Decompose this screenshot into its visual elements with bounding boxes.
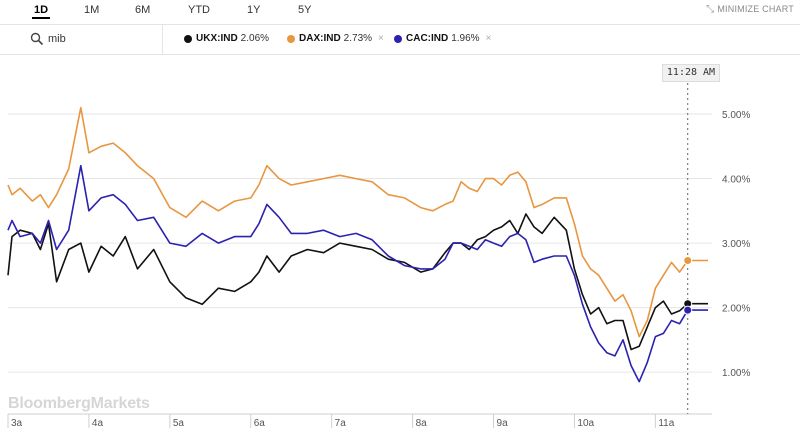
x-tick-label: 6a [254, 418, 266, 429]
brand-watermark: BloombergMarkets [8, 395, 150, 412]
series-line-cac-ind [7, 164, 708, 383]
x-tick-label: 3a [11, 418, 23, 429]
crosshair-time-label: 11:28 AM [662, 64, 720, 82]
range-tab-1d[interactable]: 1D [32, 3, 51, 19]
range-tab-5y[interactable]: 5Y [298, 4, 312, 16]
x-tick-label: 4a [92, 418, 104, 429]
x-tick-label: 8a [416, 418, 428, 429]
series-line-dax-ind [7, 106, 708, 338]
minimize-icon: ⤡ [706, 4, 715, 15]
line-chart[interactable]: 1.00% 2.00% 3.00% 4.00% 5.00% 3a 4a 5a 6a 7a 8a 9a 1… [0, 56, 800, 430]
legend-dot [184, 34, 192, 43]
search-input[interactable] [48, 31, 156, 47]
y-tick-label: 4.00% [722, 175, 750, 186]
legend-item-dax: DAX:IND 2.73% × [287, 33, 384, 44]
remove-cac-icon[interactable]: × [485, 33, 492, 44]
legend-symbol: DAX:IND [299, 33, 341, 44]
legend-dot [394, 34, 402, 43]
y-tick-label: 3.00% [722, 239, 750, 250]
legend-change: 2.06% [240, 33, 270, 44]
x-tick-label: 11a [658, 418, 674, 429]
search-icon [30, 32, 44, 46]
compare-bar: UKX:IND 2.06% DAX:IND 2.73% × CAC:IND 1.… [0, 24, 800, 55]
legend-change: 2.73% [343, 33, 373, 44]
y-tick-label: 1.00% [722, 368, 750, 379]
series-end-marker [683, 255, 693, 265]
legend-symbol: UKX:IND [196, 33, 238, 44]
series-end-marker [683, 305, 693, 315]
range-tab-1y[interactable]: 1Y [247, 4, 261, 16]
series-line-ukx-ind [7, 213, 708, 351]
x-tick-label: 5a [173, 418, 185, 429]
legend-symbol: CAC:IND [406, 33, 449, 44]
minimize-chart-label: MINIMIZE CHART [717, 4, 794, 14]
x-tick-label: 9a [497, 418, 509, 429]
range-tab-1m[interactable]: 1M [84, 4, 100, 16]
x-tick-label: 10a [577, 418, 594, 429]
search-box[interactable] [22, 25, 163, 54]
range-tab-ytd[interactable]: YTD [188, 4, 210, 16]
x-tick-label: 7a [335, 418, 347, 429]
legend-item-cac: CAC:IND 1.96% × [394, 33, 491, 44]
legend-change: 1.96% [451, 33, 480, 44]
remove-dax-icon[interactable]: × [378, 33, 384, 44]
range-selector: 1D 1M 6M YTD 1Y 5Y ⤡ MINIMIZE CHART [0, 0, 800, 22]
legend-item-ukx: UKX:IND 2.06% [184, 33, 269, 44]
minimize-chart-button[interactable]: ⤡ MINIMIZE CHART [706, 4, 794, 15]
y-tick-label: 5.00% [722, 110, 750, 121]
y-tick-label: 2.00% [722, 304, 750, 315]
legend-dot [287, 34, 295, 43]
range-tab-6m[interactable]: 6M [135, 4, 151, 16]
